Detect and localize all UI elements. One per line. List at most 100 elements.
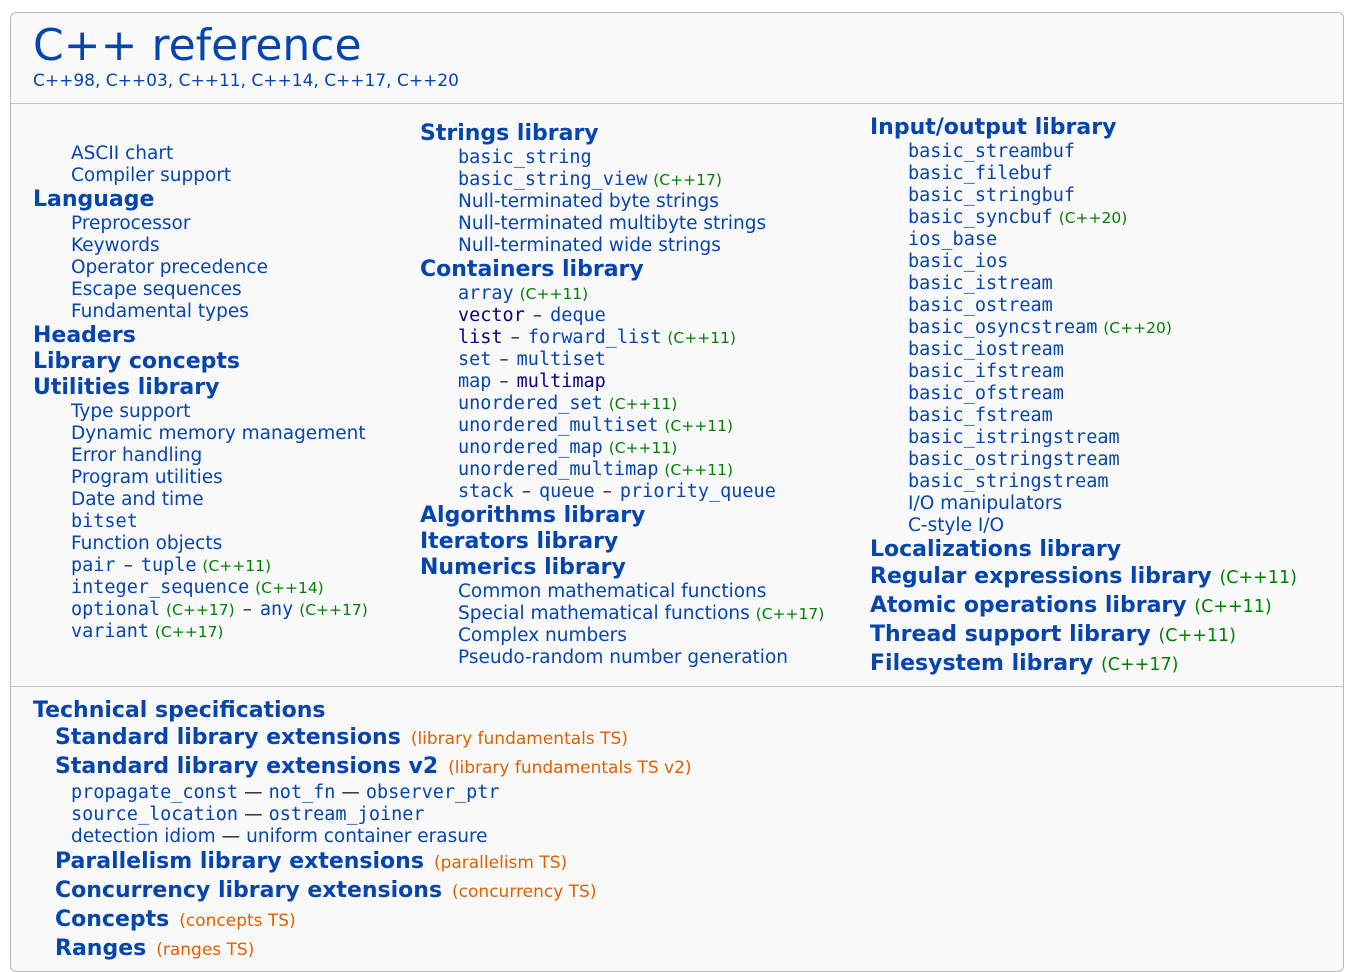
link-basic-string-view[interactable]: basic_string_view: [458, 169, 648, 190]
link-keywords[interactable]: Keywords: [71, 235, 160, 256]
heading-localizations[interactable]: Localizations library: [870, 537, 1122, 562]
link-ntbs[interactable]: Null-terminated byte strings: [458, 191, 719, 212]
link-basic-stringstream[interactable]: basic_stringstream: [908, 471, 1109, 492]
link-variant[interactable]: variant: [71, 621, 149, 642]
link-basic-ios[interactable]: basic_ios: [908, 251, 1009, 272]
heading-ranges[interactable]: Ranges: [55, 936, 147, 961]
link-pair[interactable]: pair: [71, 555, 116, 576]
link-map[interactable]: map: [458, 371, 492, 392]
heading-std-ext[interactable]: Standard library extensions: [55, 725, 401, 750]
link-ntmbs[interactable]: Null-terminated multibyte strings: [458, 213, 767, 234]
separator-emdash: —: [244, 782, 263, 803]
heading-regex[interactable]: Regular expressions library: [870, 564, 1212, 589]
link-basic-string[interactable]: basic_string: [458, 147, 592, 168]
link-deque[interactable]: deque: [550, 305, 606, 326]
heading-language[interactable]: Language: [33, 187, 155, 212]
link-source-location[interactable]: source_location: [71, 804, 239, 825]
heading-filesystem[interactable]: Filesystem library: [870, 651, 1094, 676]
link-unordered-multiset[interactable]: unordered_multiset: [458, 415, 659, 436]
heading-concurrency[interactable]: Concurrency library extensions: [55, 878, 443, 903]
heading-library-concepts[interactable]: Library concepts: [33, 349, 240, 374]
link-io-manipulators[interactable]: I/O manipulators: [908, 493, 1063, 514]
link-complex[interactable]: Complex numbers: [458, 625, 627, 646]
link-preprocessor[interactable]: Preprocessor: [71, 213, 191, 234]
link-fundamental-types[interactable]: Fundamental types: [71, 301, 249, 322]
heading-iterators[interactable]: Iterators library: [420, 529, 619, 554]
link-multimap[interactable]: multimap: [516, 371, 606, 392]
link-basic-iostream[interactable]: basic_iostream: [908, 339, 1064, 360]
heading-concepts[interactable]: Concepts: [55, 907, 170, 932]
link-optional[interactable]: optional: [71, 599, 161, 620]
link-bitset[interactable]: bitset: [71, 511, 138, 532]
heading-std-ext-v2[interactable]: Standard library extensions v2: [55, 754, 439, 779]
link-operator-precedence[interactable]: Operator precedence: [71, 257, 268, 278]
link-ostream-joiner[interactable]: ostream_joiner: [268, 804, 425, 825]
link-date-time[interactable]: Date and time: [71, 489, 204, 510]
heading-containers[interactable]: Containers library: [420, 257, 644, 282]
heading-atomic[interactable]: Atomic operations library: [870, 593, 1187, 618]
link-integer-sequence[interactable]: integer_sequence: [71, 577, 250, 598]
heading-io[interactable]: Input/output library: [870, 115, 1117, 140]
row-thread: Thread support library (C++11): [870, 621, 1340, 650]
link-list[interactable]: list: [458, 327, 503, 348]
link-unordered-set[interactable]: unordered_set: [458, 393, 603, 414]
heading-numerics[interactable]: Numerics library: [420, 555, 626, 580]
link-ios-base[interactable]: ios_base: [908, 229, 998, 250]
link-type-support[interactable]: Type support: [71, 401, 191, 422]
heading-strings[interactable]: Strings library: [420, 121, 599, 146]
link-escape-sequences[interactable]: Escape sequences: [71, 279, 242, 300]
link-observer-ptr[interactable]: observer_ptr: [365, 782, 500, 803]
link-basic-stringbuf[interactable]: basic_stringbuf: [908, 185, 1076, 206]
heading-technical-specifications[interactable]: Technical specifications: [33, 698, 326, 723]
link-vector[interactable]: vector: [458, 305, 525, 326]
link-basic-filebuf[interactable]: basic_filebuf: [908, 163, 1053, 184]
link-multiset[interactable]: multiset: [516, 349, 606, 370]
link-compiler-support[interactable]: Compiler support: [71, 165, 232, 186]
link-unordered-multimap[interactable]: unordered_multimap: [458, 459, 659, 480]
row-map-multimap: map – multimap: [420, 371, 860, 393]
link-propagate-const[interactable]: propagate_const: [71, 782, 239, 803]
link-array[interactable]: array: [458, 283, 514, 304]
link-basic-ostringstream[interactable]: basic_ostringstream: [908, 449, 1120, 470]
link-ascii-chart[interactable]: ASCII chart: [71, 143, 174, 164]
link-priority-queue[interactable]: priority_queue: [619, 481, 776, 502]
link-program-utilities[interactable]: Program utilities: [71, 467, 223, 488]
link-basic-ostream[interactable]: basic_ostream: [908, 295, 1053, 316]
heading-parallelism[interactable]: Parallelism library extensions: [55, 849, 424, 874]
link-detection-idiom[interactable]: detection idiom: [71, 826, 216, 847]
link-dynamic-memory[interactable]: Dynamic memory management: [71, 423, 366, 444]
link-common-math[interactable]: Common mathematical functions: [458, 581, 767, 602]
link-basic-istream[interactable]: basic_istream: [908, 273, 1053, 294]
link-random[interactable]: Pseudo-random number generation: [458, 647, 788, 668]
column-2: Strings library basic_string basic_strin…: [420, 121, 860, 669]
heading-thread[interactable]: Thread support library: [870, 622, 1151, 647]
link-any[interactable]: any: [259, 599, 294, 620]
link-basic-ifstream[interactable]: basic_ifstream: [908, 361, 1064, 382]
link-unordered-map[interactable]: unordered_map: [458, 437, 603, 458]
link-basic-syncbuf[interactable]: basic_syncbuf: [908, 207, 1053, 228]
link-basic-streambuf[interactable]: basic_streambuf: [908, 141, 1076, 162]
standard-versions[interactable]: C++98, C++03, C++11, C++14, C++17, C++20: [33, 71, 459, 91]
link-ntws[interactable]: Null-terminated wide strings: [458, 235, 721, 256]
link-stack[interactable]: stack: [458, 481, 514, 502]
row-atomic: Atomic operations library (C++11): [870, 592, 1340, 621]
link-basic-istringstream[interactable]: basic_istringstream: [908, 427, 1120, 448]
link-not-fn[interactable]: not_fn: [268, 782, 336, 803]
row-unordered-set: unordered_set (C++11): [420, 393, 860, 415]
link-queue[interactable]: queue: [538, 481, 595, 502]
heading-utilities[interactable]: Utilities library: [33, 375, 220, 400]
link-basic-ofstream[interactable]: basic_ofstream: [908, 383, 1064, 404]
heading-algorithms[interactable]: Algorithms library: [420, 503, 646, 528]
link-uniform-erasure[interactable]: uniform container erasure: [246, 826, 488, 847]
link-basic-fstream[interactable]: basic_fstream: [908, 405, 1053, 426]
link-error-handling[interactable]: Error handling: [71, 445, 203, 466]
link-special-math[interactable]: Special mathematical functions: [458, 603, 750, 624]
heading-headers[interactable]: Headers: [33, 323, 136, 348]
link-function-objects[interactable]: Function objects: [71, 533, 223, 554]
link-tuple[interactable]: tuple: [140, 555, 197, 576]
link-basic-osyncstream[interactable]: basic_osyncstream: [908, 317, 1098, 338]
link-set[interactable]: set: [458, 349, 492, 370]
link-forward-list[interactable]: forward_list: [527, 327, 662, 348]
row-pair-tuple: pair – tuple (C++11): [33, 555, 413, 577]
link-c-style-io[interactable]: C-style I/O: [908, 515, 1005, 536]
